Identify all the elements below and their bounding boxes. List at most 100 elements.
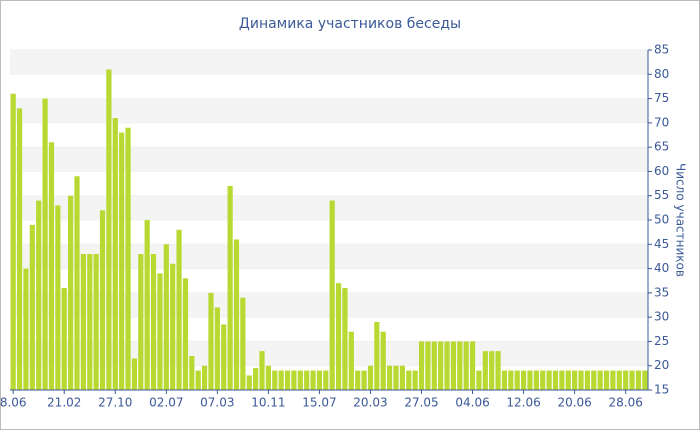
- bar: [125, 127, 131, 390]
- bar: [240, 297, 246, 390]
- bar: [559, 370, 565, 390]
- bar: [355, 370, 361, 390]
- x-tick-label: 8.06: [0, 396, 27, 410]
- bar: [361, 370, 367, 390]
- grid-band: [10, 147, 648, 172]
- bar: [99, 210, 106, 390]
- bar: [87, 254, 93, 390]
- bar: [10, 93, 16, 390]
- bar: [157, 273, 163, 390]
- bar: [80, 254, 86, 390]
- bar: [16, 108, 23, 391]
- bar: [552, 370, 559, 390]
- bar: [36, 200, 42, 390]
- bar: [399, 365, 405, 390]
- bar: [112, 118, 118, 390]
- bar: [106, 69, 112, 390]
- bar: [623, 370, 629, 390]
- bar: [48, 142, 55, 390]
- bar: [603, 370, 610, 390]
- bar: [374, 322, 380, 390]
- bar: [418, 341, 425, 390]
- bar: [533, 370, 539, 390]
- x-tick-label: 10.11: [251, 396, 285, 410]
- y-tick-label: 60: [654, 164, 669, 178]
- bar: [150, 254, 157, 390]
- y-tick-label: 75: [654, 91, 669, 105]
- bar: [425, 341, 431, 390]
- bar: [284, 370, 291, 390]
- grid-band: [10, 98, 648, 123]
- bar: [412, 370, 418, 390]
- x-tick-label: 20.03: [353, 396, 387, 410]
- grid-band: [10, 341, 648, 366]
- bar: [119, 132, 125, 391]
- bar: [144, 220, 150, 390]
- bar: [195, 370, 201, 390]
- bar: [629, 370, 635, 390]
- x-tick-label: 21.02: [47, 396, 81, 410]
- bar: [572, 370, 578, 390]
- bar: [610, 370, 616, 390]
- bar: [616, 370, 622, 390]
- bar: [540, 370, 546, 390]
- bar: [444, 341, 450, 390]
- bar: [170, 263, 176, 390]
- bar: [163, 244, 169, 390]
- bar: [316, 370, 323, 390]
- x-tick-label: 28.06: [608, 396, 642, 410]
- bar: [208, 292, 214, 390]
- x-tick-label: 20.06: [557, 396, 591, 410]
- bar: [291, 370, 297, 390]
- x-tick-label: 27.10: [98, 396, 132, 410]
- bar: [431, 341, 437, 390]
- y-tick-label: 35: [654, 285, 669, 299]
- bar: [310, 370, 316, 390]
- y-tick-label: 50: [654, 213, 669, 227]
- grid-band: [10, 292, 648, 318]
- bar: [342, 288, 348, 390]
- bar: [463, 341, 469, 390]
- bar: [450, 341, 457, 390]
- bar: [278, 370, 284, 390]
- bar: [348, 331, 354, 390]
- bar: [469, 341, 476, 390]
- bar: [233, 239, 240, 390]
- bar: [642, 370, 648, 390]
- bar: [335, 283, 342, 390]
- y-tick-label: 15: [654, 383, 669, 397]
- bar: [68, 195, 74, 390]
- bar: [476, 370, 482, 390]
- bar: [23, 268, 29, 390]
- bar: [565, 370, 571, 390]
- bar: [367, 365, 374, 390]
- bar: [495, 351, 501, 390]
- bar: [138, 254, 144, 390]
- bar: [253, 368, 259, 390]
- bar: [272, 370, 278, 390]
- bar: [501, 370, 508, 390]
- bar: [438, 341, 444, 390]
- bar: [189, 356, 195, 390]
- y-axis-label: Число участников: [674, 163, 688, 277]
- bar: [55, 205, 61, 390]
- y-tick-label: 45: [654, 237, 669, 251]
- bar: [182, 278, 189, 390]
- x-tick-label: 27.05: [404, 396, 438, 410]
- bar: [227, 186, 233, 390]
- bar: [214, 307, 220, 390]
- y-tick-label: 40: [654, 261, 669, 275]
- bar: [380, 331, 386, 390]
- bar: [597, 370, 603, 390]
- bar: [393, 365, 399, 390]
- bar: [246, 375, 252, 390]
- bar: [131, 358, 138, 390]
- bar: [546, 370, 552, 390]
- bar: [578, 370, 584, 390]
- bar: [406, 370, 412, 390]
- bar: [329, 200, 335, 390]
- x-tick-label: 02.07: [149, 396, 183, 410]
- bar: [387, 365, 393, 390]
- bar: [176, 229, 182, 390]
